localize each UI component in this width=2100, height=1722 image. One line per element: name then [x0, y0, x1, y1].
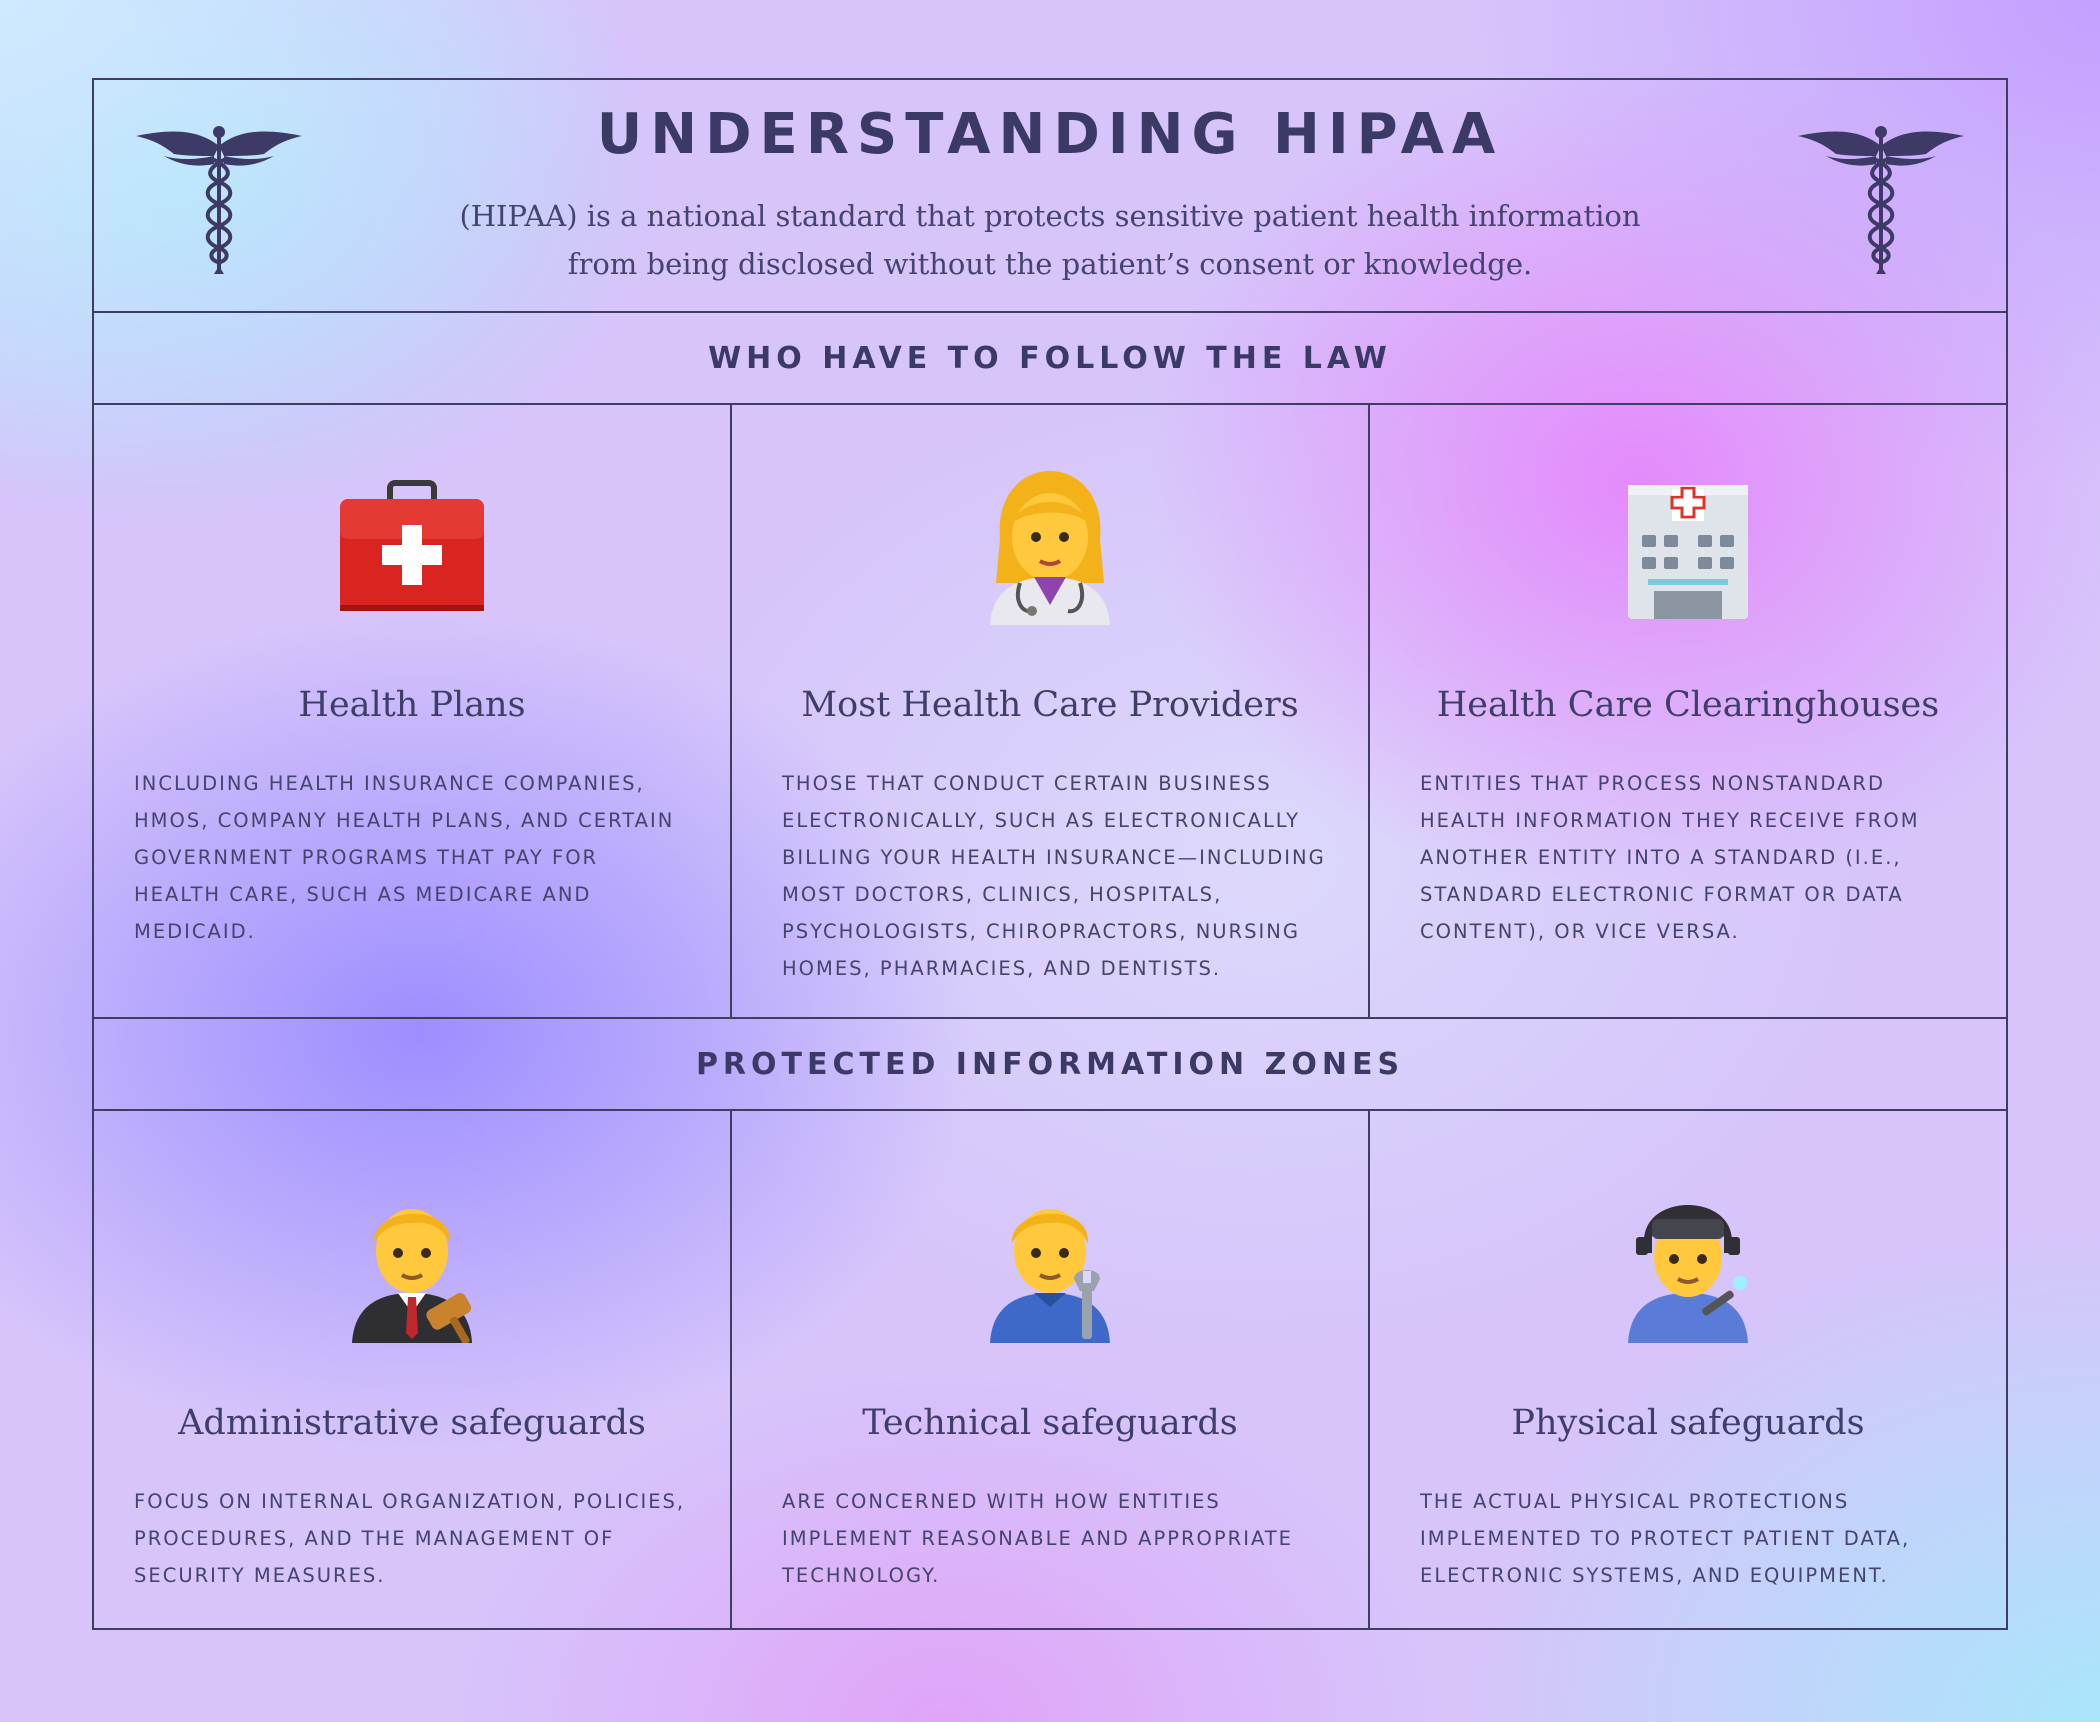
- medical-kit-icon: [340, 480, 484, 611]
- woman-health-worker-icon: [990, 471, 1110, 625]
- card-title: Health Plans: [298, 685, 526, 725]
- card-title: Technical safeguards: [862, 1403, 1238, 1443]
- caduceus-icon: [1796, 116, 1966, 276]
- page-subtitle: (HIPAA) is a national standard that prot…: [414, 192, 1686, 288]
- card-title: Physical safeguards: [1511, 1403, 1865, 1443]
- section-heading-zones: PROTECTED INFORMATION ZONES: [94, 1019, 2006, 1111]
- card-description: Are concerned with how entities implemen…: [782, 1490, 1293, 1587]
- card-description: The actual physical protections implemen…: [1420, 1490, 1911, 1587]
- card-title: Health Care Clearinghouses: [1436, 685, 1940, 725]
- subtitle-line: (HIPAA) is a national standard that prot…: [459, 199, 1641, 233]
- card-title: Administrative safeguards: [178, 1403, 646, 1443]
- card-title: Most Health Care Providers: [801, 685, 1299, 725]
- zones-cards-row: Administrative safeguards Focus on inter…: [94, 1111, 2006, 1630]
- card-description: Entities that process nonstandard health…: [1420, 772, 1920, 943]
- card-administrative-safeguards: Administrative safeguards Focus on inter…: [94, 1111, 730, 1630]
- factory-worker-icon: [1628, 1205, 1748, 1343]
- section-heading-who: WHO HAVE TO FOLLOW THE LAW: [94, 313, 2006, 405]
- card-technical-safeguards: Technical safeguards Are concerned with …: [730, 1111, 1368, 1630]
- card-health-care-clearinghouses: Health Care Clearinghouses Entities that…: [1368, 405, 2006, 1017]
- card-description: Focus on internal organization, policies…: [134, 1490, 686, 1587]
- who-cards-row: Health Plans Including health insurance …: [94, 405, 2006, 1019]
- page-title: UNDERSTANDING HIPAA: [596, 102, 1504, 167]
- card-description: Including health insurance companies, HM…: [134, 772, 675, 943]
- header: UNDERSTANDING HIPAA (HIPAA) is a nationa…: [94, 80, 2006, 313]
- card-physical-safeguards: Physical safeguards The actual physical …: [1368, 1111, 2006, 1630]
- hospital-icon: [1628, 485, 1748, 619]
- infographic-frame: UNDERSTANDING HIPAA (HIPAA) is a nationa…: [92, 78, 2008, 1630]
- man-mechanic-icon: [990, 1209, 1110, 1343]
- card-health-plans: Health Plans Including health insurance …: [94, 405, 730, 1017]
- subtitle-line: from being disclosed without the patient…: [567, 247, 1533, 281]
- card-description: Those that conduct certain business elec…: [782, 772, 1326, 980]
- man-judge-icon: [352, 1209, 472, 1343]
- card-health-care-providers: Most Health Care Providers Those that co…: [730, 405, 1368, 1017]
